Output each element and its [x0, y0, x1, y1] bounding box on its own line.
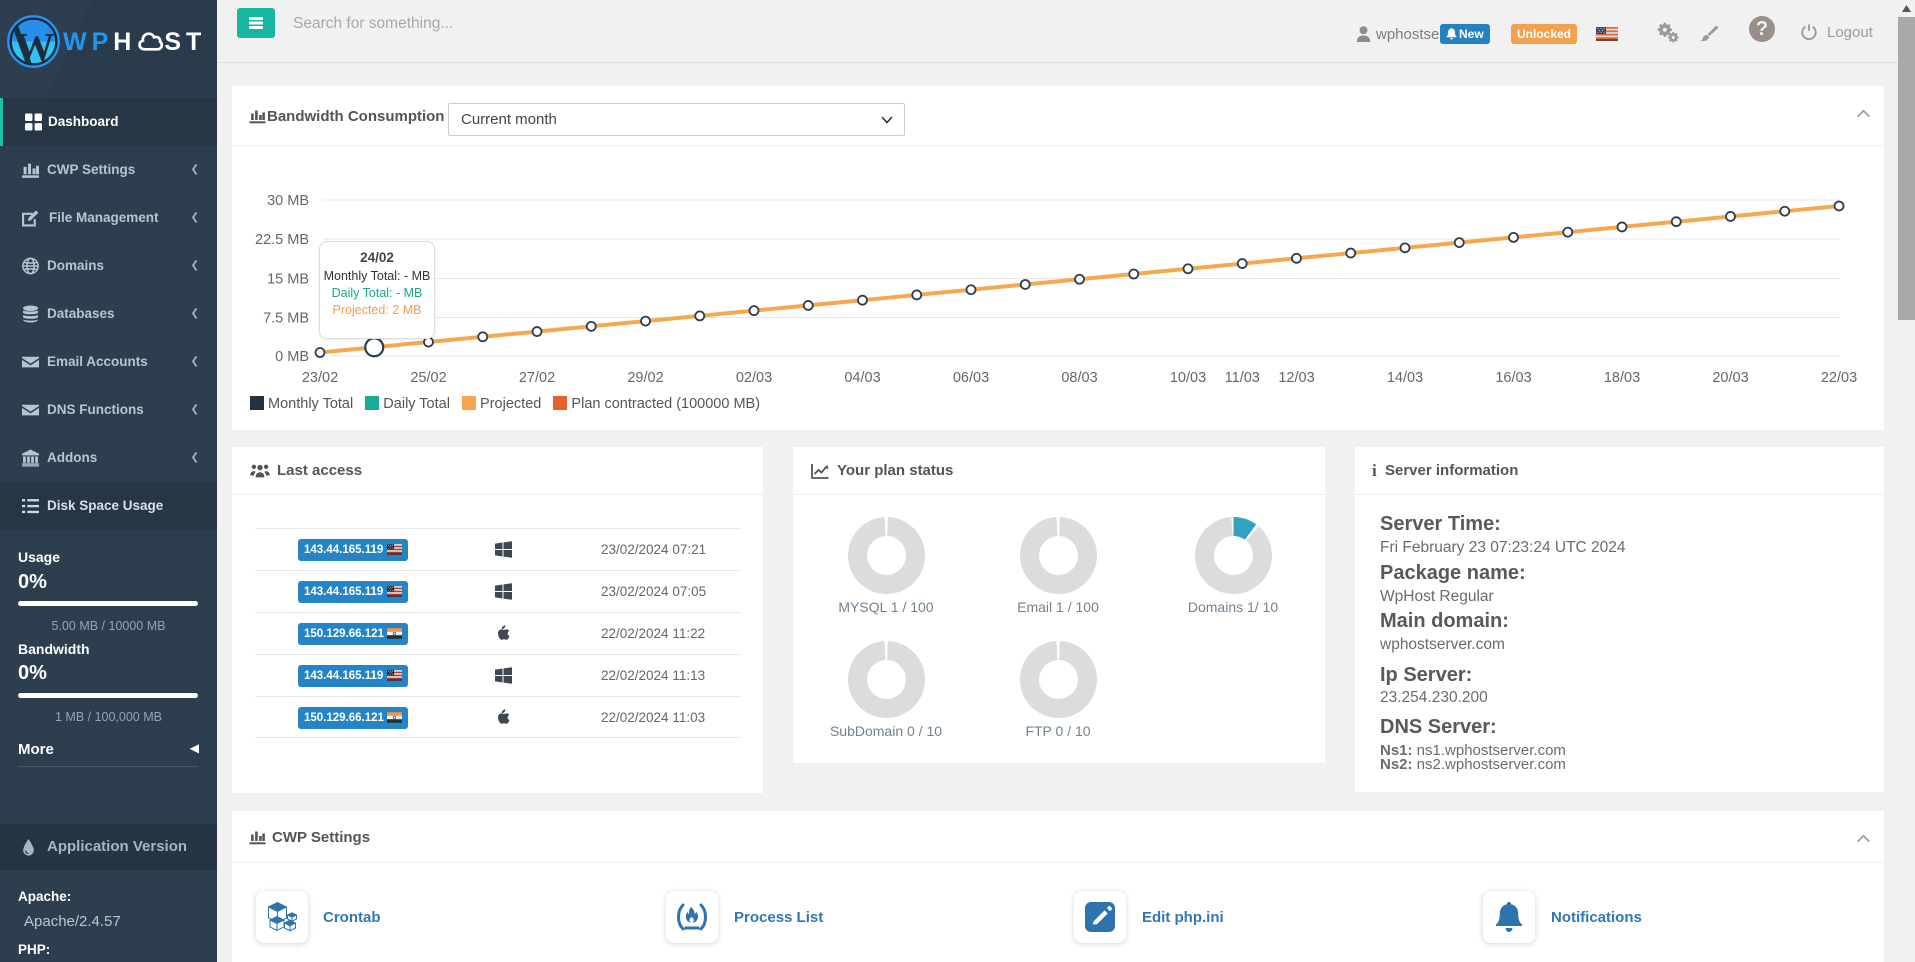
svg-text:22.5 MB: 22.5 MB [255, 232, 309, 248]
svg-text:23/02: 23/02 [302, 370, 338, 386]
svg-text:02/03: 02/03 [736, 370, 772, 386]
svg-text:22/03: 22/03 [1821, 370, 1857, 386]
svg-text:18/03: 18/03 [1604, 370, 1640, 386]
svg-text:08/03: 08/03 [1061, 370, 1097, 386]
svg-text:7.5 MB: 7.5 MB [263, 311, 309, 327]
svg-text:04/03: 04/03 [844, 370, 880, 386]
svg-text:20/03: 20/03 [1712, 370, 1748, 386]
svg-text:0 MB: 0 MB [275, 349, 309, 365]
svg-text:06/03: 06/03 [953, 370, 989, 386]
svg-text:29/02: 29/02 [627, 370, 663, 386]
svg-text:11/03: 11/03 [1225, 370, 1260, 386]
svg-text:30 MB: 30 MB [267, 193, 309, 209]
svg-text:25/02: 25/02 [410, 370, 446, 386]
svg-text:W: W [15, 26, 55, 68]
svg-text:27/02: 27/02 [519, 370, 555, 386]
svg-text:12/03: 12/03 [1278, 370, 1314, 386]
svg-text:14/03: 14/03 [1387, 370, 1423, 386]
svg-text:10/03: 10/03 [1170, 370, 1206, 386]
svg-text:16/03: 16/03 [1495, 370, 1531, 386]
svg-text:15 MB: 15 MB [267, 272, 309, 288]
